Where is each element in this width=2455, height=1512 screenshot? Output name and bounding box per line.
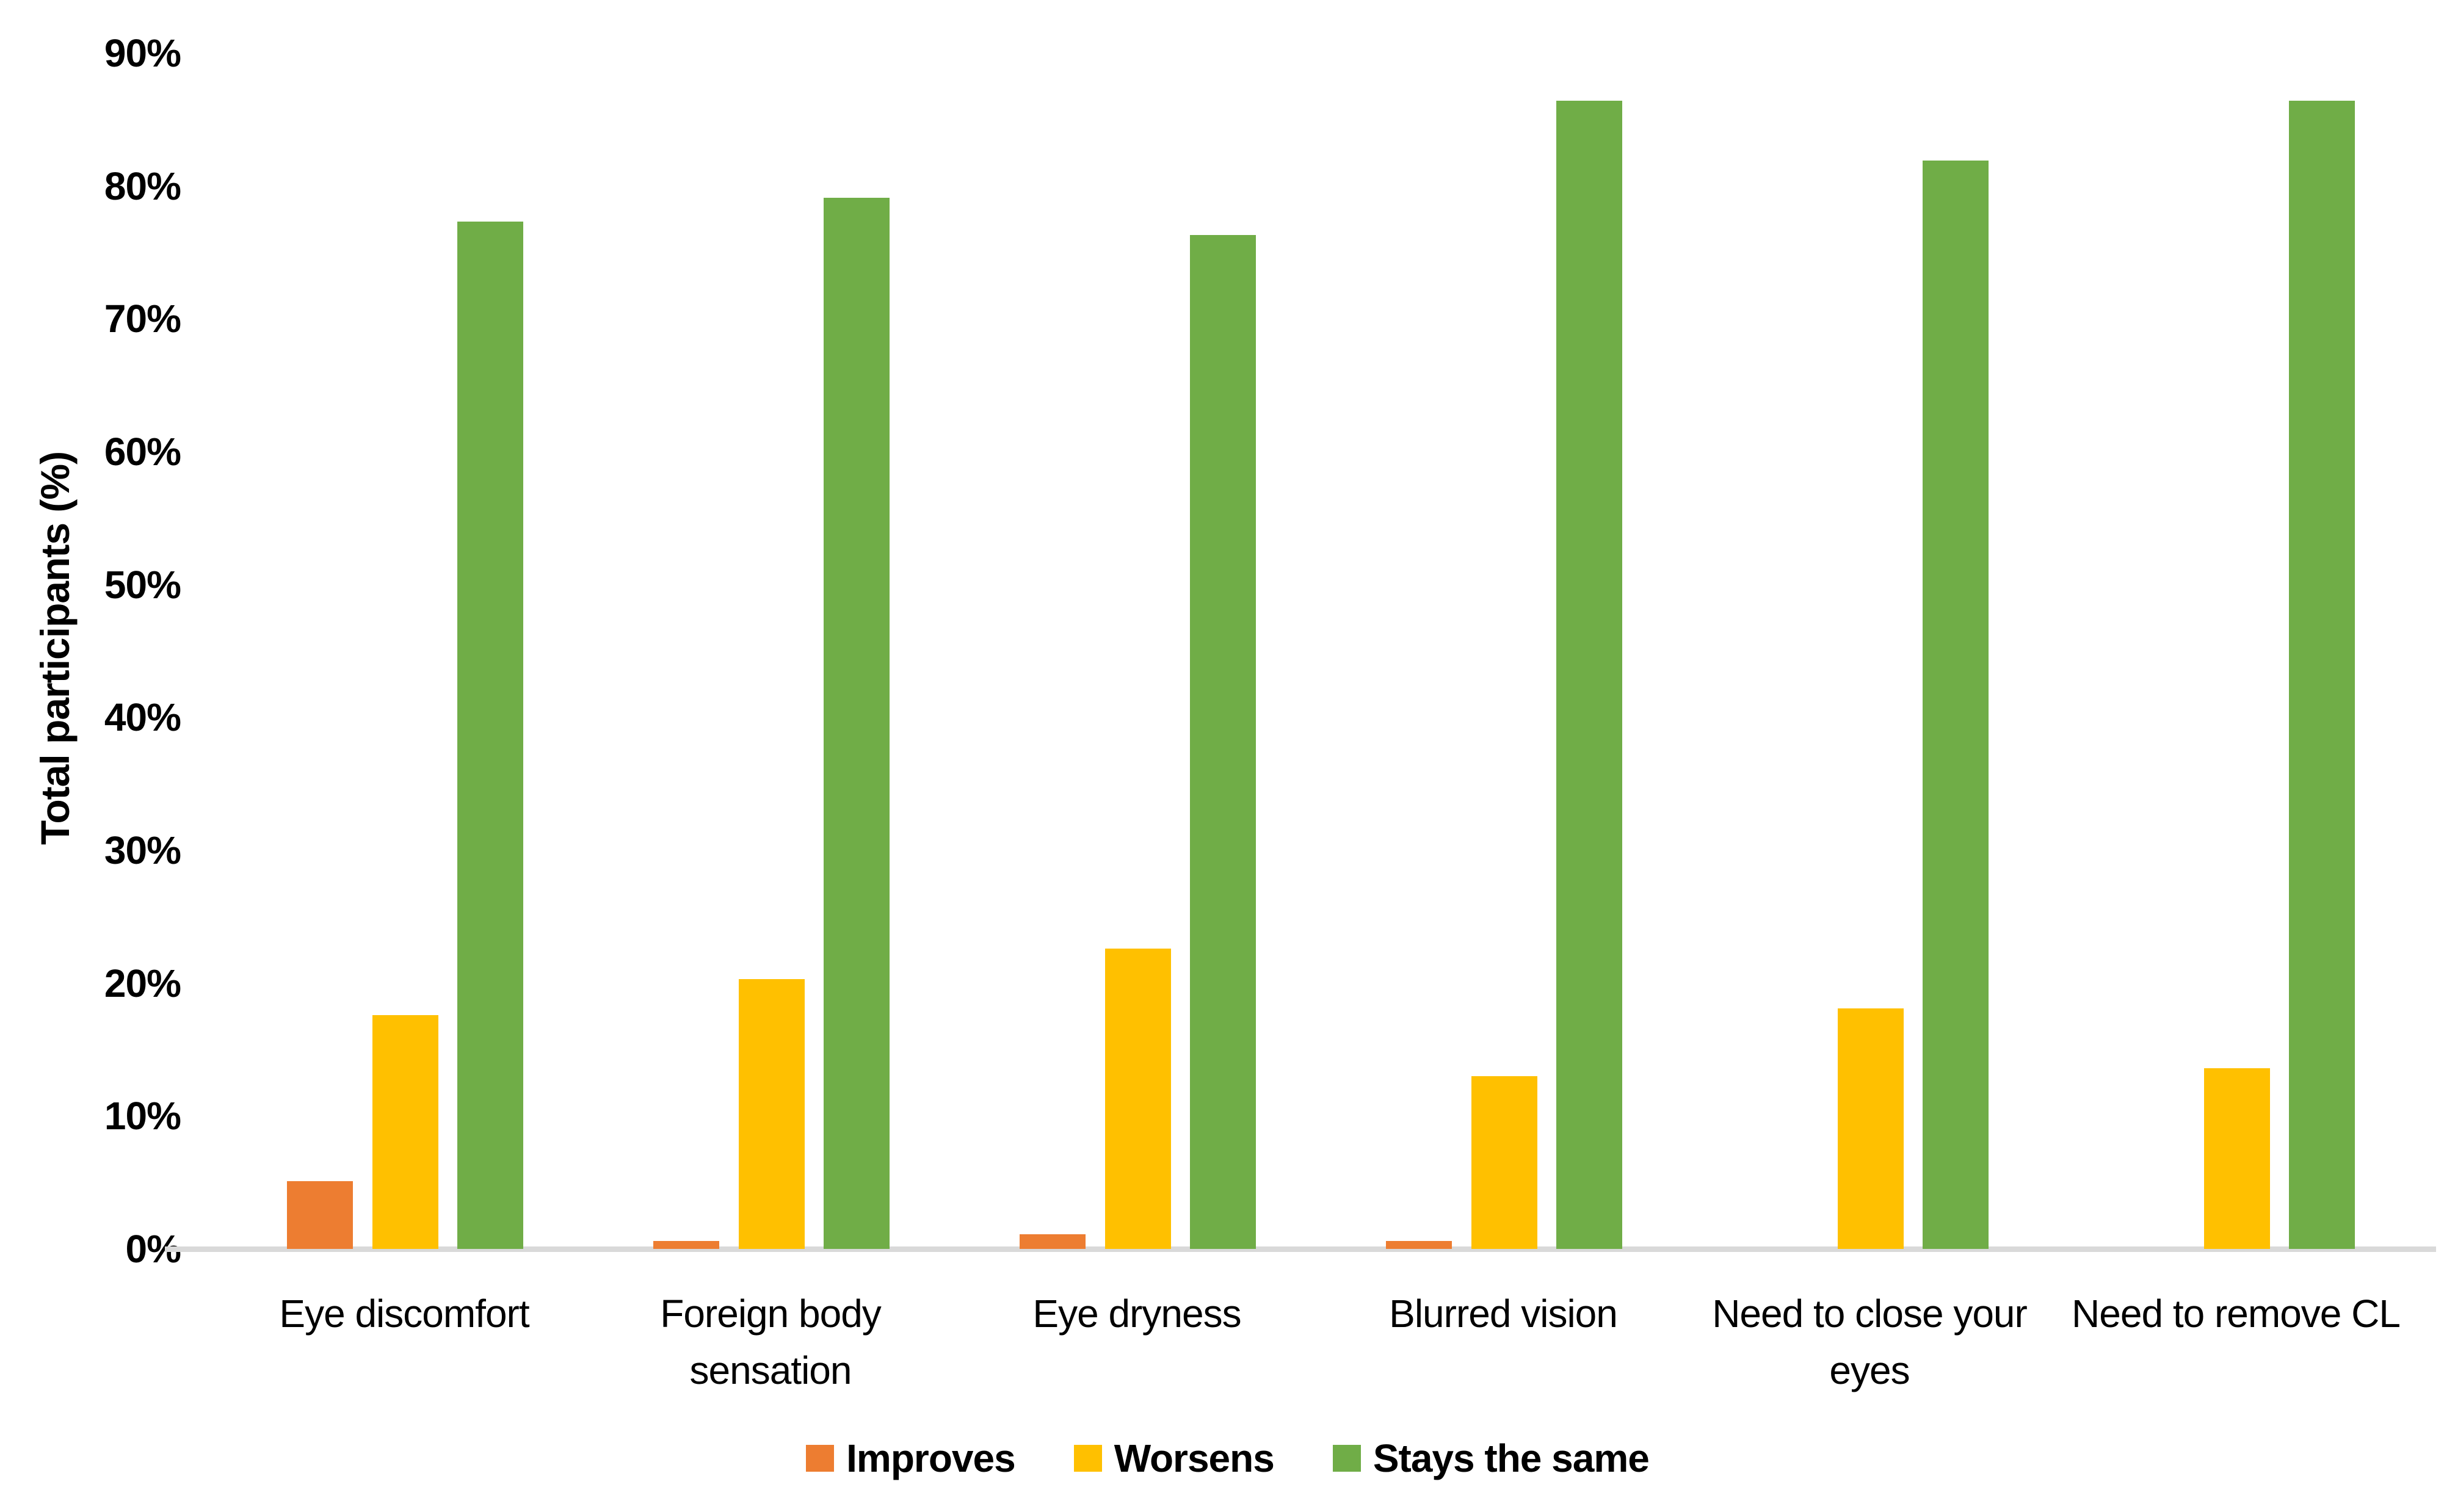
bar-worsens-eye-discomfort — [372, 1015, 438, 1249]
x-category-label-eye-dryness: Eye dryness — [1032, 1292, 1241, 1336]
x-category-label-need-to-close-your-eyes: Need to close your eyes — [1712, 1292, 2028, 1392]
bar-stays-the-same-need-to-remove-cl — [2289, 101, 2355, 1249]
bar-worsens-need-to-close-your-eyes — [1838, 1008, 1904, 1249]
bar-worsens-eye-dryness — [1105, 949, 1171, 1249]
y-tick-label-60: 60% — [104, 430, 181, 474]
legend-swatch-worsens — [1073, 1445, 1102, 1472]
x-category-label-eye-discomfort: Eye discomfort — [279, 1292, 529, 1336]
bar-stays-the-same-foreign-body-sensation — [824, 198, 890, 1249]
y-tick-label-0: 0% — [125, 1227, 182, 1271]
bar-stays-the-same-eye-discomfort — [457, 222, 523, 1249]
legend-item-worsens: Worsens — [1073, 1436, 1275, 1481]
bar-worsens-foreign-body-sensation — [739, 979, 805, 1249]
legend-label-improves: Improves — [846, 1436, 1016, 1480]
bar-stays-the-same-need-to-close-your-eyes — [1923, 161, 1989, 1249]
legend-item-improves: Improves — [806, 1436, 1016, 1481]
y-tick-label-40: 40% — [104, 695, 181, 740]
bar-improves-eye-discomfort — [287, 1181, 353, 1249]
legend-swatch-improves — [806, 1445, 835, 1472]
y-tick-label-50: 50% — [104, 562, 181, 607]
bar-stays-the-same-eye-dryness — [1190, 235, 1256, 1249]
y-tick-label-70: 70% — [104, 297, 181, 341]
bar-worsens-need-to-remove-cl — [2204, 1068, 2270, 1249]
bar-improves-blurred-vision — [1386, 1240, 1452, 1249]
y-tick-label-20: 20% — [104, 961, 181, 1005]
y-tick-label-90: 90% — [104, 31, 181, 76]
y-tick-label-10: 10% — [104, 1094, 181, 1138]
bar-worsens-blurred-vision — [1471, 1076, 1537, 1249]
x-category-label-need-to-remove-cl: Need to remove CL — [2072, 1292, 2401, 1336]
y-tick-label-30: 30% — [104, 828, 181, 873]
bar-stays-the-same-blurred-vision — [1556, 101, 1622, 1249]
legend-label-worsens: Worsens — [1114, 1436, 1275, 1480]
legend-label-stays-the-same: Stays the same — [1373, 1436, 1650, 1480]
y-axis-title: Total participants (%) — [32, 451, 78, 845]
bar-improves-eye-dryness — [1020, 1234, 1086, 1249]
x-category-label-foreign-body-sensation: Foreign body sensation — [660, 1292, 882, 1392]
legend: Improves Worsens Stays the same — [0, 1436, 2455, 1481]
bar-improves-foreign-body-sensation — [653, 1240, 719, 1249]
x-category-label-blurred-vision: Blurred vision — [1389, 1292, 1618, 1336]
legend-swatch-stays-the-same — [1332, 1445, 1361, 1472]
x-axis-line — [165, 1246, 2436, 1252]
legend-item-stays-the-same: Stays the same — [1332, 1436, 1650, 1481]
y-tick-label-80: 80% — [104, 164, 181, 208]
